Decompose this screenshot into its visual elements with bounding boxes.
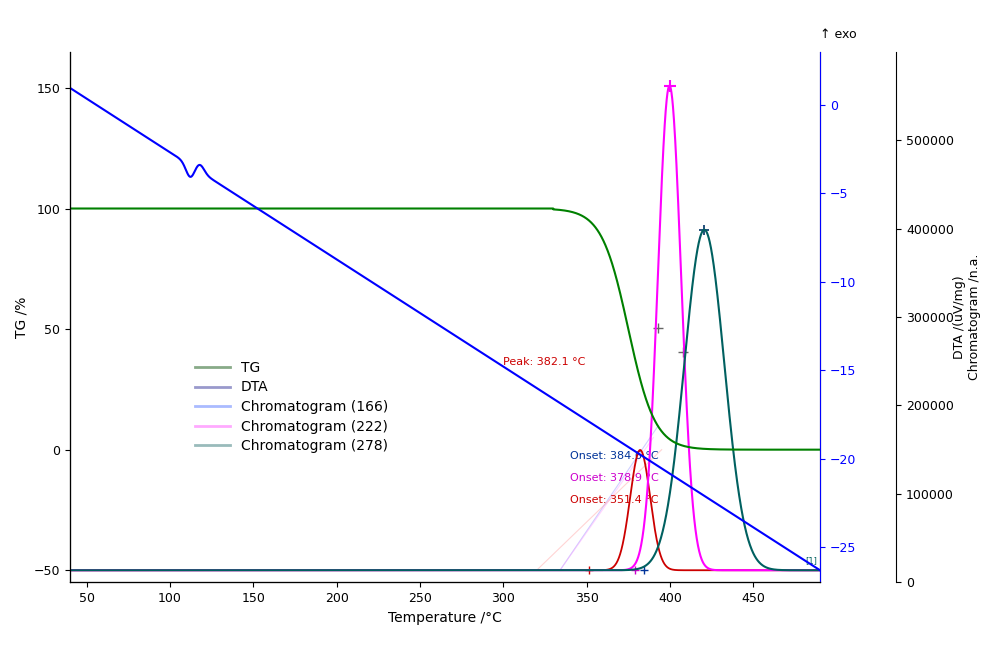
X-axis label: Temperature /°C: Temperature /°C bbox=[388, 611, 502, 624]
Text: Peak: 382.1 °C: Peak: 382.1 °C bbox=[503, 357, 586, 367]
Text: Onset: 351.4 °C: Onset: 351.4 °C bbox=[570, 495, 658, 505]
Text: ↑ exo: ↑ exo bbox=[820, 28, 857, 41]
Text: [1]: [1] bbox=[805, 556, 817, 565]
Text: Onset: 384.6 °C: Onset: 384.6 °C bbox=[570, 452, 659, 461]
Text: Onset: 378.9 °C: Onset: 378.9 °C bbox=[570, 473, 659, 483]
Y-axis label: DTA /(uV/mg)
Chromatogram /n.a.: DTA /(uV/mg) Chromatogram /n.a. bbox=[953, 254, 981, 380]
Legend: TG, DTA, Chromatogram (166), Chromatogram (222), Chromatogram (278): TG, DTA, Chromatogram (166), Chromatogra… bbox=[189, 355, 394, 459]
Y-axis label: TG /%: TG /% bbox=[14, 296, 28, 338]
